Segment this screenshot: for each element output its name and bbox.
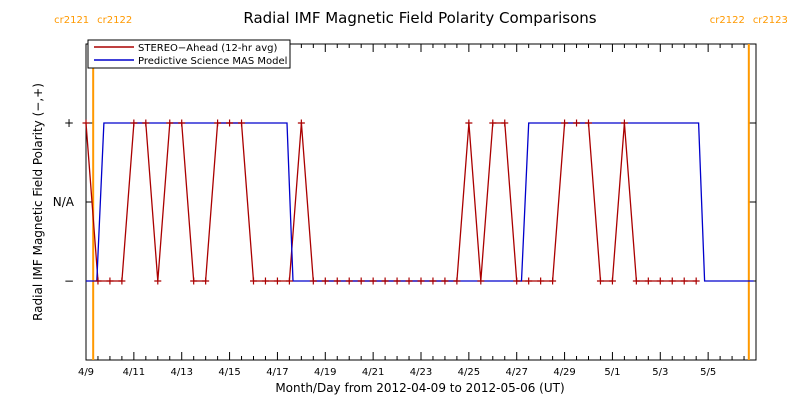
x-tick-label: 4/11 bbox=[123, 367, 145, 378]
series-markers bbox=[82, 119, 700, 285]
chart-title: Radial IMF Magnetic Field Polarity Compa… bbox=[243, 9, 596, 27]
series-line-stereo bbox=[85, 122, 697, 282]
x-tick-label: 4/17 bbox=[266, 367, 288, 378]
x-tick-label: 4/19 bbox=[314, 367, 336, 378]
x-tick-label: 5/1 bbox=[604, 367, 620, 378]
data-point-stereo bbox=[656, 277, 664, 285]
series-lines bbox=[85, 122, 754, 282]
data-point-stereo bbox=[333, 277, 341, 285]
data-point-stereo bbox=[202, 277, 210, 285]
data-point-stereo bbox=[585, 119, 592, 127]
carrington-label-left: cr2121 bbox=[54, 15, 89, 26]
series-line-mas bbox=[86, 122, 754, 282]
data-point-stereo bbox=[142, 119, 150, 127]
data-point-stereo bbox=[692, 277, 700, 285]
data-point-stereo bbox=[632, 277, 640, 285]
data-point-stereo bbox=[178, 119, 186, 127]
data-point-stereo bbox=[489, 119, 497, 127]
data-point-stereo bbox=[405, 277, 413, 285]
y-tick-label: + bbox=[64, 116, 74, 130]
data-point-stereo bbox=[596, 277, 604, 285]
data-point-stereo bbox=[82, 119, 90, 127]
data-point-stereo bbox=[465, 119, 473, 127]
data-point-stereo bbox=[453, 277, 461, 285]
data-point-stereo bbox=[226, 119, 234, 127]
data-point-stereo bbox=[608, 277, 616, 285]
data-point-stereo bbox=[644, 277, 652, 285]
data-point-stereo bbox=[154, 277, 162, 285]
x-tick-label: 4/15 bbox=[218, 367, 240, 378]
x-tick-label: 5/3 bbox=[652, 367, 668, 378]
data-point-stereo bbox=[250, 277, 257, 285]
data-point-stereo bbox=[321, 277, 329, 285]
data-point-stereo bbox=[525, 277, 533, 285]
legend-label-stereo: STEREO−Ahead (12-hr avg) bbox=[138, 43, 278, 54]
y-tick-label: N/A bbox=[53, 195, 75, 209]
legend: STEREO−Ahead (12-hr avg) Predictive Scie… bbox=[87, 39, 291, 69]
data-point-stereo bbox=[549, 277, 557, 285]
data-point-stereo bbox=[357, 277, 365, 285]
data-point-stereo bbox=[190, 277, 198, 285]
data-point-stereo bbox=[166, 119, 174, 127]
data-point-stereo bbox=[429, 277, 437, 285]
data-point-stereo bbox=[477, 277, 485, 285]
carrington-label-left: cr2122 bbox=[710, 15, 745, 26]
axis-ticks: 4/9 4/11 4/13 4/15 4/17 4/19 4/21 4/23 4/25 4/27 4… bbox=[53, 44, 757, 378]
data-point-stereo bbox=[285, 277, 293, 285]
data-point-stereo bbox=[513, 277, 521, 285]
data-point-stereo bbox=[668, 277, 676, 285]
x-tick-label: 4/13 bbox=[170, 367, 192, 378]
data-point-stereo bbox=[273, 277, 281, 285]
plot-frame bbox=[85, 43, 757, 361]
carrington-label-right: cr2122 bbox=[97, 15, 132, 26]
x-tick-label: 4/29 bbox=[553, 367, 575, 378]
data-point-stereo bbox=[680, 277, 688, 285]
data-point-stereo bbox=[501, 119, 509, 127]
carrington-markers: cr2121 cr2122 cr2122 cr2123 bbox=[54, 15, 788, 360]
data-point-stereo bbox=[261, 277, 269, 285]
data-point-stereo bbox=[345, 277, 353, 285]
legend-box bbox=[87, 39, 291, 69]
data-point-stereo bbox=[106, 277, 114, 285]
data-point-stereo bbox=[297, 119, 305, 127]
y-tick-label: − bbox=[64, 274, 74, 288]
data-point-stereo bbox=[620, 119, 628, 127]
data-point-stereo bbox=[309, 277, 317, 285]
data-point-stereo bbox=[381, 277, 389, 285]
legend-label-mas: Predictive Science MAS Model bbox=[138, 56, 287, 67]
data-point-stereo bbox=[238, 119, 246, 127]
x-tick-label: 4/9 bbox=[78, 367, 94, 378]
data-point-stereo bbox=[118, 277, 126, 285]
x-tick-label: 4/21 bbox=[362, 367, 384, 378]
x-tick-label: 5/5 bbox=[700, 367, 716, 378]
data-point-stereo bbox=[573, 119, 581, 127]
x-tick-label: 4/25 bbox=[458, 367, 480, 378]
x-axis-label: Month/Day from 2012-04-09 to 2012-05-06 … bbox=[275, 381, 564, 395]
data-point-stereo bbox=[94, 277, 102, 285]
data-point-stereo bbox=[393, 277, 401, 285]
data-point-stereo bbox=[537, 277, 545, 285]
data-point-stereo bbox=[441, 277, 449, 285]
data-point-stereo bbox=[130, 119, 138, 127]
data-point-stereo bbox=[369, 277, 377, 285]
y-axis-label: Radial IMF Magnetic Field Polarity (−,+) bbox=[31, 83, 45, 321]
data-point-stereo bbox=[417, 277, 425, 285]
carrington-label-right: cr2123 bbox=[753, 15, 788, 26]
x-tick-label: 4/27 bbox=[505, 367, 527, 378]
x-tick-label: 4/23 bbox=[410, 367, 432, 378]
data-point-stereo bbox=[561, 119, 569, 127]
data-point-stereo bbox=[214, 119, 222, 127]
